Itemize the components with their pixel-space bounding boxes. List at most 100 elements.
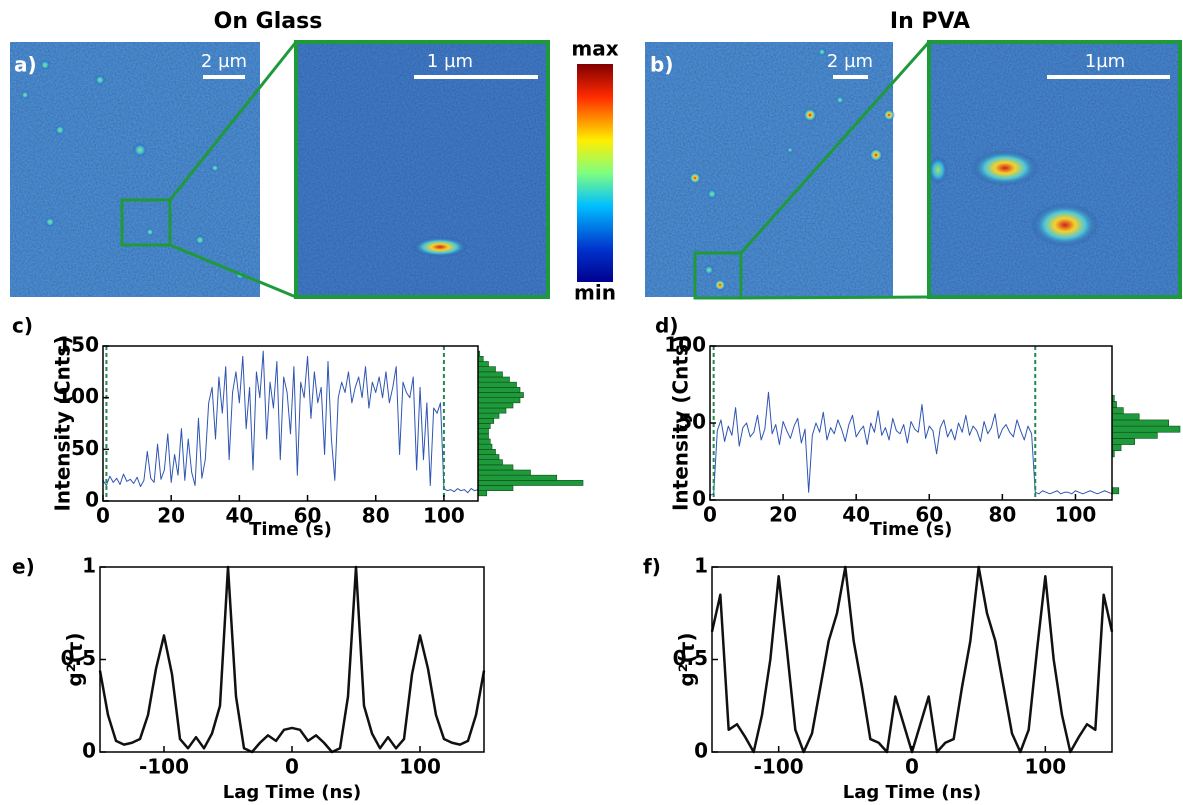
y-tick-label: 100: [57, 384, 99, 408]
x-tick-label: 0: [96, 504, 110, 528]
panel-label: d): [655, 314, 678, 338]
histogram-bar: [477, 376, 510, 383]
panel-label: e): [12, 555, 35, 579]
zoom-b: 1µm: [927, 40, 1182, 299]
x-tick-label: 0: [905, 755, 919, 779]
y-tick-label: 100: [664, 333, 706, 357]
histogram-bar: [477, 397, 521, 404]
histogram-bar: [477, 433, 489, 440]
histogram-bar: [477, 366, 496, 373]
histogram-bar: [1111, 407, 1124, 415]
x-tick-label: -100: [754, 755, 804, 779]
x-tick-label: 40: [842, 503, 870, 527]
x-axis-label: Lag Time (ns): [843, 782, 981, 803]
data-line: [710, 565, 1114, 754]
histogram-bar: [1111, 413, 1140, 421]
y-tick-label: 150: [57, 333, 99, 357]
scale-bar-label: 1µm: [1085, 51, 1125, 72]
y-tick-label: 0.5: [61, 646, 96, 670]
image-a: a) 2 µm: [10, 41, 298, 299]
histogram-bar: [1111, 438, 1135, 445]
histogram-bar: [477, 392, 524, 398]
x-tick-label: 0: [285, 755, 299, 779]
histogram-bar: [1111, 431, 1158, 439]
y-axis-label: g²(τ): [675, 632, 699, 686]
histogram-bar: [1111, 425, 1181, 433]
x-tick-label: 100: [399, 755, 441, 779]
histogram-bar: [477, 469, 531, 476]
x-tick-label: 100: [1055, 503, 1097, 527]
colorbar-max: max: [571, 37, 618, 61]
data-line: [709, 391, 1113, 496]
histogram-bar: [477, 371, 503, 378]
x-tick-label: 40: [225, 504, 253, 528]
y-tick-label: 0: [85, 488, 99, 512]
data-line: [102, 350, 479, 494]
panel-label: b): [650, 53, 673, 77]
colorbar: max min: [571, 37, 618, 305]
x-axis-label: Time (s): [249, 519, 332, 540]
histogram-bar: [1111, 419, 1169, 427]
histogram-bar: [477, 449, 496, 455]
histogram-bar: [477, 423, 491, 429]
scale-bar-label: 2 µm: [827, 51, 873, 72]
histogram-bar: [477, 412, 500, 419]
histogram-bar: [477, 356, 484, 362]
x-tick-label: 20: [157, 504, 185, 528]
histogram-bar: [477, 418, 495, 424]
y-tick-label: 0: [82, 739, 96, 763]
y-tick-label: 50: [71, 436, 99, 460]
scale-bar-label: 1 µm: [427, 51, 473, 72]
histogram-bar: [477, 490, 488, 497]
histogram-bar: [477, 438, 491, 445]
x-tick-label: 100: [1024, 755, 1066, 779]
y-axis-label: Intensity (Cnts): [51, 335, 75, 511]
histogram-bar: [477, 464, 514, 471]
data-line: [98, 565, 486, 754]
x-tick-label: 100: [423, 504, 465, 528]
heading: On Glass: [214, 9, 323, 34]
histogram-bar: [477, 402, 514, 409]
histogram-bar: [1111, 487, 1120, 495]
histogram-bar: [477, 428, 489, 435]
y-tick-label: 50: [678, 410, 706, 434]
colorbar-min: min: [574, 281, 616, 305]
histogram-bar: [477, 454, 500, 460]
y-tick-label: 0: [692, 487, 706, 511]
y-tick-label: 0.5: [673, 646, 708, 670]
scale-bar-label: 2 µm: [201, 51, 247, 72]
zoom-a: 1 µm: [294, 40, 550, 299]
x-tick-label: 80: [988, 503, 1016, 527]
x-axis-label: Time (s): [870, 519, 953, 540]
histogram-bar: [477, 459, 503, 466]
panel-label: c): [12, 314, 33, 338]
panel-label: f): [643, 555, 661, 579]
histogram-bar: [1111, 444, 1122, 452]
plot-frame: [711, 566, 1113, 753]
x-tick-label: 80: [362, 504, 390, 528]
y-tick-label: 1: [82, 554, 96, 578]
x-tick-label: 20: [769, 503, 797, 527]
y-tick-label: 1: [694, 554, 708, 578]
histogram-bar: [477, 381, 517, 388]
plot-frame: [102, 345, 479, 502]
histogram-bar: [477, 361, 489, 367]
x-tick-label: 60: [915, 503, 943, 527]
histogram-bar: [477, 480, 584, 486]
panel-label: a): [14, 53, 37, 77]
histogram-bar: [477, 407, 507, 414]
heading: In PVA: [890, 9, 970, 34]
histogram-bar: [477, 443, 493, 450]
histogram-bar: [477, 387, 521, 393]
histogram-bar: [477, 485, 514, 491]
y-axis-label: Intensity (Cnts): [669, 335, 693, 511]
x-tick-label: 0: [703, 503, 717, 527]
x-axis-label: Lag Time (ns): [223, 782, 361, 803]
image-b: b) 2 µm: [645, 41, 931, 300]
x-tick-label: 60: [294, 504, 322, 528]
y-axis-label: g²(τ): [63, 632, 87, 686]
histogram-bar: [477, 474, 558, 481]
y-tick-label: 0: [694, 739, 708, 763]
x-tick-label: -100: [139, 755, 189, 779]
